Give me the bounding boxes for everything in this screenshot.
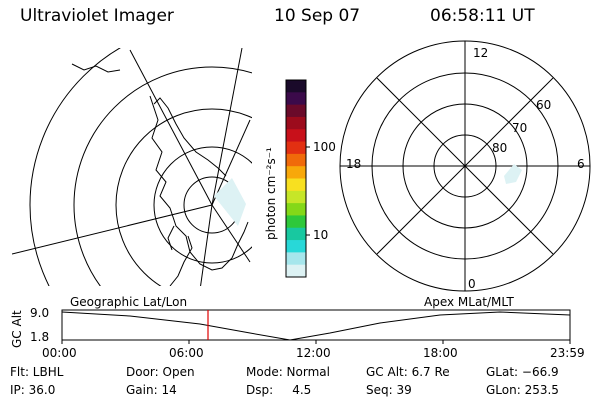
polar-plot — [339, 40, 591, 292]
colorbar-band — [286, 178, 306, 192]
mlt-label-6: 6 — [577, 157, 585, 171]
dsp-label: Dsp: 4.5 — [246, 383, 312, 397]
colorbar-band — [286, 215, 306, 229]
mlt-label-18: 18 — [346, 157, 362, 171]
map-caption: Geographic Lat/Lon — [70, 295, 188, 309]
colorbar-band — [286, 153, 306, 167]
colorbar-band — [286, 92, 306, 106]
time-label: 06:58:11 UT — [430, 6, 535, 26]
date-label: 10 Sep 07 — [274, 6, 361, 26]
altitude-ytick-low: 1.8 — [30, 330, 50, 344]
mlt-label-0: 0 — [468, 277, 476, 291]
colorbar-unit-label: photon cm⁻²s⁻¹ — [264, 147, 278, 240]
colorbar — [286, 80, 306, 278]
altitude-ylabel: GC Alt — [10, 310, 24, 348]
altitude-xtick-3: 18:00 — [423, 346, 458, 360]
colorbar-band — [286, 252, 306, 266]
altitude-xtick-2: 12:00 — [296, 346, 331, 360]
gain-label: Gain: 14 — [126, 383, 177, 397]
colorbar-band — [286, 80, 306, 93]
colorbar-band — [286, 190, 306, 204]
colorbar-band — [286, 227, 306, 241]
mode-label: Mode: Normal — [246, 365, 330, 379]
glat-label: GLat: −66.9 — [486, 365, 559, 379]
mlt-label-12: 12 — [473, 46, 489, 60]
lat-label-60: 60 — [536, 98, 552, 112]
polar-caption: Apex MLat/MLT — [424, 295, 514, 309]
altitude-ytick-high: 9.0 — [30, 306, 50, 320]
altitude-xtick-0: 00:00 — [42, 346, 77, 360]
colorbar-band — [286, 129, 306, 143]
colorbar-band — [286, 203, 306, 216]
altitude-xtick-1: 06:00 — [169, 346, 204, 360]
altitude-xtick-4: 23:59 — [550, 346, 585, 360]
colorbar-tick-100: 100 — [313, 140, 336, 154]
colorbar-band — [286, 264, 306, 278]
lat-label-70: 70 — [512, 121, 528, 135]
door-label: Door: Open — [126, 365, 195, 379]
colorbar-band — [286, 240, 306, 253]
ip-label: IP: 36.0 — [10, 383, 56, 397]
seq-label: Seq: 39 — [366, 383, 412, 397]
colorbar-band — [286, 166, 306, 179]
colorbar-band — [286, 104, 306, 118]
colorbar-band — [286, 116, 306, 130]
colorbar-tick-10: 10 — [313, 228, 329, 242]
glon-label: GLon: 253.5 — [486, 383, 559, 397]
filter-label: Flt: LBHL — [10, 365, 64, 379]
gc-alt-label: GC Alt: 6.7 Re — [366, 365, 450, 379]
lat-label-80: 80 — [492, 141, 508, 155]
instrument-title: Ultraviolet Imager — [20, 6, 174, 26]
colorbar-band — [286, 141, 306, 155]
altitude-panel — [61, 309, 571, 344]
